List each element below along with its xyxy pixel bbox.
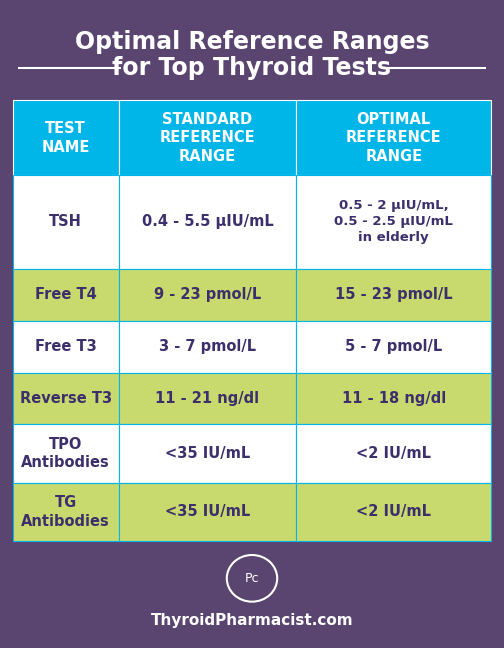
FancyBboxPatch shape — [296, 100, 491, 175]
Text: 0.4 - 5.5 μIU/mL: 0.4 - 5.5 μIU/mL — [142, 214, 273, 229]
Text: for Top Thyroid Tests: for Top Thyroid Tests — [112, 56, 392, 80]
FancyBboxPatch shape — [13, 100, 119, 175]
FancyBboxPatch shape — [296, 373, 491, 424]
Text: Free T4: Free T4 — [35, 287, 97, 303]
Text: TSH: TSH — [49, 214, 82, 229]
FancyBboxPatch shape — [296, 269, 491, 321]
Text: 0.5 - 2 μIU/mL,
0.5 - 2.5 μIU/mL
in elderly: 0.5 - 2 μIU/mL, 0.5 - 2.5 μIU/mL in elde… — [334, 200, 453, 244]
Text: 5 - 7 pmol/L: 5 - 7 pmol/L — [345, 339, 443, 354]
Text: 3 - 7 pmol/L: 3 - 7 pmol/L — [159, 339, 256, 354]
FancyBboxPatch shape — [13, 483, 119, 541]
FancyBboxPatch shape — [296, 175, 491, 269]
FancyBboxPatch shape — [296, 424, 491, 483]
FancyBboxPatch shape — [13, 424, 119, 483]
FancyBboxPatch shape — [119, 321, 296, 373]
Text: <35 IU/mL: <35 IU/mL — [165, 446, 250, 461]
Text: Optimal Reference Ranges: Optimal Reference Ranges — [75, 30, 429, 54]
Text: TG
Antibodies: TG Antibodies — [21, 495, 110, 529]
Text: <35 IU/mL: <35 IU/mL — [165, 504, 250, 520]
FancyBboxPatch shape — [13, 269, 119, 321]
Text: 9 - 23 pmol/L: 9 - 23 pmol/L — [154, 287, 261, 303]
Text: TPO
Antibodies: TPO Antibodies — [21, 437, 110, 470]
FancyBboxPatch shape — [119, 373, 296, 424]
FancyBboxPatch shape — [296, 321, 491, 373]
Text: Pc: Pc — [245, 572, 259, 585]
Text: <2 IU/mL: <2 IU/mL — [356, 446, 431, 461]
FancyBboxPatch shape — [13, 175, 119, 269]
FancyBboxPatch shape — [13, 373, 119, 424]
Text: TEST
NAME: TEST NAME — [41, 121, 90, 154]
Text: Free T3: Free T3 — [35, 339, 97, 354]
FancyBboxPatch shape — [119, 100, 296, 175]
FancyBboxPatch shape — [296, 483, 491, 541]
Text: ThyroidPharmacist.com: ThyroidPharmacist.com — [151, 613, 353, 628]
FancyBboxPatch shape — [119, 483, 296, 541]
FancyBboxPatch shape — [13, 321, 119, 373]
FancyBboxPatch shape — [119, 424, 296, 483]
Text: <2 IU/mL: <2 IU/mL — [356, 504, 431, 520]
Text: Reverse T3: Reverse T3 — [20, 391, 112, 406]
Text: 15 - 23 pmol/L: 15 - 23 pmol/L — [335, 287, 453, 303]
FancyBboxPatch shape — [119, 175, 296, 269]
Text: STANDARD
REFERENCE
RANGE: STANDARD REFERENCE RANGE — [160, 111, 256, 164]
Text: OPTIMAL
REFERENCE
RANGE: OPTIMAL REFERENCE RANGE — [346, 111, 442, 164]
Text: 11 - 21 ng/dl: 11 - 21 ng/dl — [155, 391, 260, 406]
Text: 11 - 18 ng/dl: 11 - 18 ng/dl — [342, 391, 446, 406]
FancyBboxPatch shape — [119, 269, 296, 321]
